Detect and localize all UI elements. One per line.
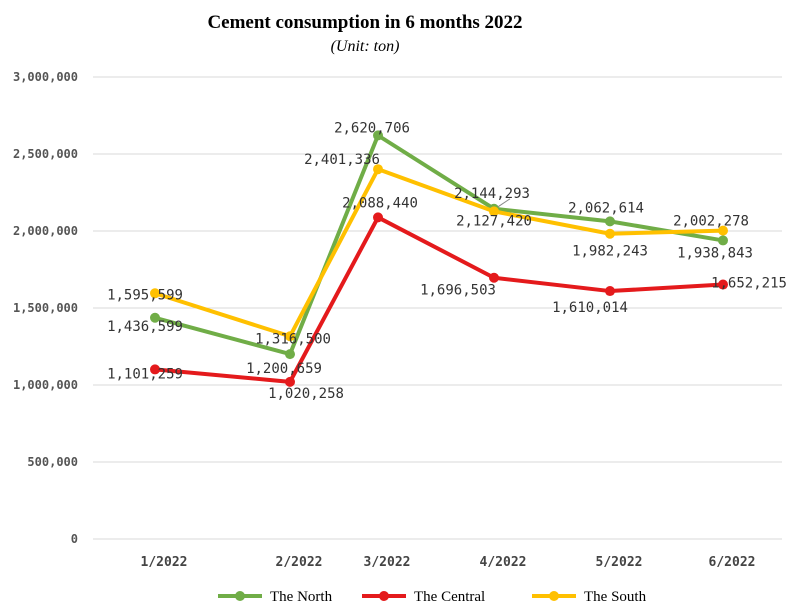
legend-swatch-marker: [549, 591, 559, 601]
legend[interactable]: The North The Central The South: [218, 589, 647, 605]
x-tick-label: 5/2022: [596, 555, 643, 570]
data-label: 1,200,659: [246, 361, 322, 377]
y-tick-label: 3,000,000: [13, 70, 78, 84]
x-tick-label: 3/2022: [364, 555, 411, 570]
legend-swatch-marker: [235, 591, 245, 601]
legend-item-the-north[interactable]: The North: [218, 589, 333, 605]
legend-item-the-south[interactable]: The South: [532, 589, 647, 605]
data-label: 1,696,503: [420, 283, 496, 299]
data-point: [605, 228, 615, 239]
data-point: [150, 312, 160, 323]
legend-label: The North: [270, 589, 333, 605]
data-label: 1,982,243: [572, 244, 648, 260]
data-label: 1,652,215: [711, 276, 787, 292]
y-axis-ticks: 0 500,000 1,000,000 1,500,000 2,000,000 2,500…: [13, 70, 78, 546]
data-point: [718, 235, 728, 246]
data-point: [285, 331, 295, 342]
y-tick-label: 500,000: [27, 455, 78, 469]
data-point: [150, 364, 160, 375]
x-tick-label: 4/2022: [480, 555, 527, 570]
chart-subtitle: (Unit: ton): [330, 38, 400, 55]
chart-title: Cement consumption in 6 months 2022: [207, 12, 523, 33]
data-point: [718, 225, 728, 236]
data-label: 1,436,599: [107, 319, 183, 335]
data-label: 2,088,440: [342, 195, 418, 211]
data-label: 1,610,014: [552, 300, 628, 316]
data-labels: 1,436,599 1,200,659 2,620,706 2,144,293 2,06…: [107, 120, 787, 401]
data-point: [373, 212, 383, 223]
data-label: 2,620,706: [334, 120, 410, 136]
data-point: [718, 279, 728, 290]
y-tick-label: 2,000,000: [13, 224, 78, 238]
series-lines: [150, 130, 728, 387]
data-point: [373, 130, 383, 141]
data-point: [489, 206, 499, 217]
series-the-central: [150, 212, 728, 387]
legend-label: The South: [584, 589, 647, 605]
y-tick-label: 0: [71, 532, 78, 546]
series-line: [154, 133, 724, 357]
x-tick-label: 6/2022: [709, 555, 756, 570]
data-label: 1,316,500: [255, 331, 331, 347]
data-point: [605, 286, 615, 297]
y-tick-label: 1,500,000: [13, 301, 78, 315]
legend-item-the-central[interactable]: The Central: [362, 589, 485, 605]
data-point: [150, 288, 160, 299]
gridlines: [93, 76, 782, 540]
data-label: 1,020,258: [268, 386, 344, 402]
series-line: [154, 215, 724, 384]
x-tick-label: 2/2022: [276, 555, 323, 570]
legend-swatch-marker: [379, 591, 389, 601]
data-label: 2,127,420: [456, 213, 532, 229]
x-tick-label: 1/2022: [141, 555, 188, 570]
data-label: 1,595,599: [107, 287, 183, 303]
data-point: [489, 272, 499, 283]
y-tick-label: 1,000,000: [13, 378, 78, 392]
data-point: [373, 164, 383, 175]
x-axis-ticks: 1/2022 2/2022 3/2022 4/2022 5/2022 6/2022: [141, 555, 756, 570]
label-leader-line: [497, 198, 511, 208]
data-label: 2,002,278: [673, 214, 749, 230]
data-label: 1,101,259: [107, 366, 183, 382]
data-label: 1,938,843: [677, 245, 753, 261]
data-point: [605, 216, 615, 227]
series-line: [154, 167, 724, 339]
data-label: 2,062,614: [568, 200, 644, 216]
legend-label: The Central: [414, 589, 485, 605]
series-the-south: [150, 164, 728, 342]
data-label: 2,144,293: [454, 186, 530, 202]
data-label: 2,401,336: [304, 152, 380, 168]
data-point: [285, 376, 295, 387]
y-tick-label: 2,500,000: [13, 147, 78, 161]
data-point: [285, 349, 295, 360]
